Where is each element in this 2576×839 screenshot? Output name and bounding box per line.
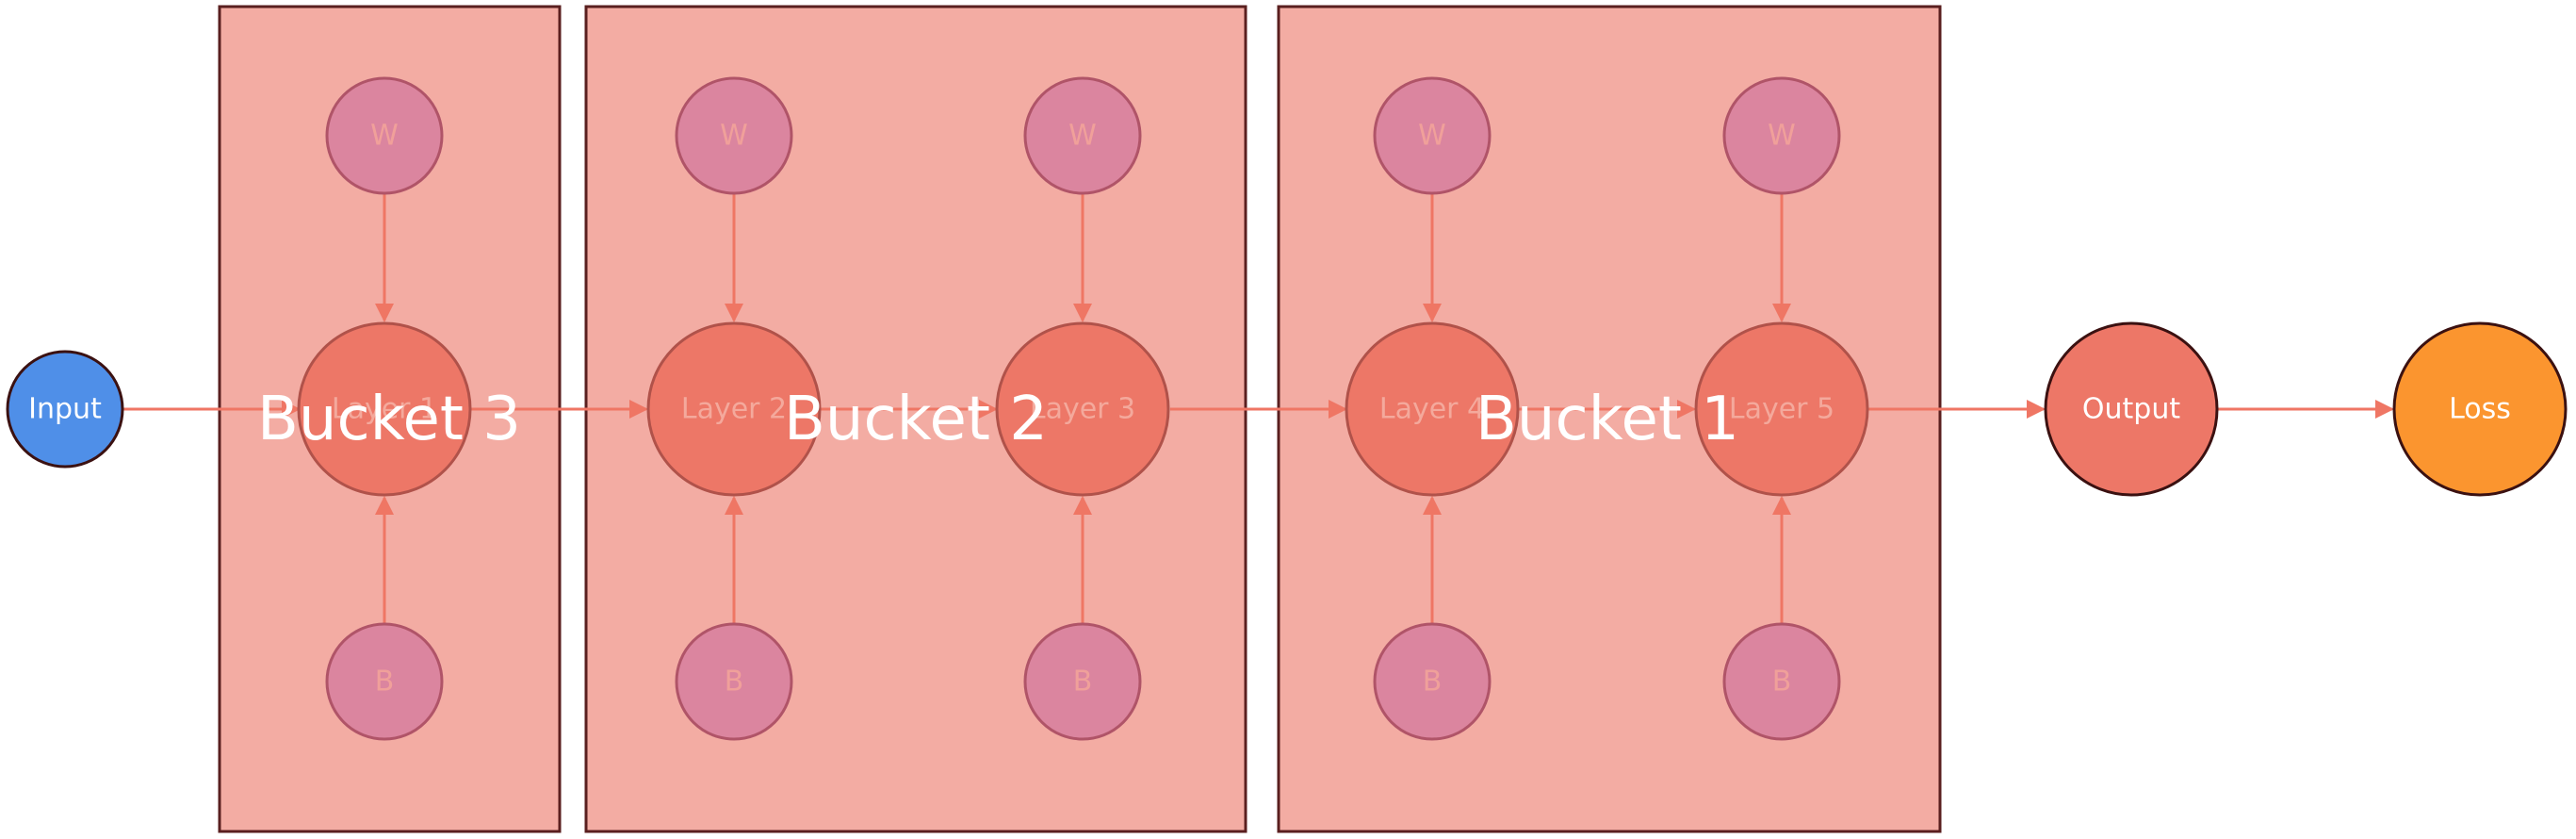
bias-node-1: B xyxy=(325,622,444,741)
loss-node-label: Loss xyxy=(2449,393,2511,426)
weight-node-2: W xyxy=(675,76,793,195)
output-node: Output xyxy=(2044,321,2219,497)
bucket-labels: Bucket 3 Bucket 2 Bucket 1 xyxy=(257,385,1739,454)
weight-node-3: W xyxy=(1023,76,1142,195)
weight-node-3-label: W xyxy=(1068,120,1097,153)
layer-node-2: Layer 2 xyxy=(646,321,822,497)
weight-node-4: W xyxy=(1373,76,1492,195)
layer-nodes: Layer 1 Layer 2 Layer 3 Layer 4 Layer 5 xyxy=(297,321,1869,497)
weight-node-1: W xyxy=(325,76,444,195)
weight-node-1-label: W xyxy=(370,120,399,153)
bias-node-5-label: B xyxy=(1772,666,1792,699)
bias-node-4-label: B xyxy=(1423,666,1443,699)
bias-node-3: B xyxy=(1023,622,1142,741)
weight-node-4-label: W xyxy=(1418,120,1446,153)
weight-node-5: W xyxy=(1722,76,1841,195)
io-nodes: Input Output Loss xyxy=(6,321,2568,497)
bucket-1-label: Bucket 1 xyxy=(1475,385,1739,454)
layer-node-3-label: Layer 3 xyxy=(1030,393,1135,426)
bias-node-4: B xyxy=(1373,622,1492,741)
bias-node-1-label: B xyxy=(375,666,395,699)
input-node-label: Input xyxy=(28,393,102,426)
layer-node-3: Layer 3 xyxy=(995,321,1170,497)
weight-node-2-label: W xyxy=(720,120,748,153)
layer-node-2-label: Layer 2 xyxy=(681,393,787,426)
layer-node-5: Layer 5 xyxy=(1694,321,1869,497)
weight-node-5-label: W xyxy=(1768,120,1796,153)
layer-node-5-label: Layer 5 xyxy=(1729,393,1834,426)
bias-node-3-label: B xyxy=(1073,666,1093,699)
bias-node-5: B xyxy=(1722,622,1841,741)
edges xyxy=(123,193,2394,624)
weight-nodes: W W W W W xyxy=(325,76,1841,195)
bucket-3-label: Bucket 3 xyxy=(257,385,521,454)
bias-node-2-label: B xyxy=(725,666,744,699)
layer-node-4-label: Layer 4 xyxy=(1379,393,1485,426)
layer-node-1: Layer 1 xyxy=(297,321,472,497)
bias-nodes: B B B B B xyxy=(325,622,1841,741)
input-node: Input xyxy=(6,350,124,469)
layer-node-4: Layer 4 xyxy=(1345,321,1520,497)
loss-node: Loss xyxy=(2392,321,2568,497)
bias-node-2: B xyxy=(675,622,793,741)
layer-node-1-label: Layer 1 xyxy=(332,393,437,426)
output-node-label: Output xyxy=(2082,393,2180,426)
bucket-2-label: Bucket 2 xyxy=(784,385,1048,454)
